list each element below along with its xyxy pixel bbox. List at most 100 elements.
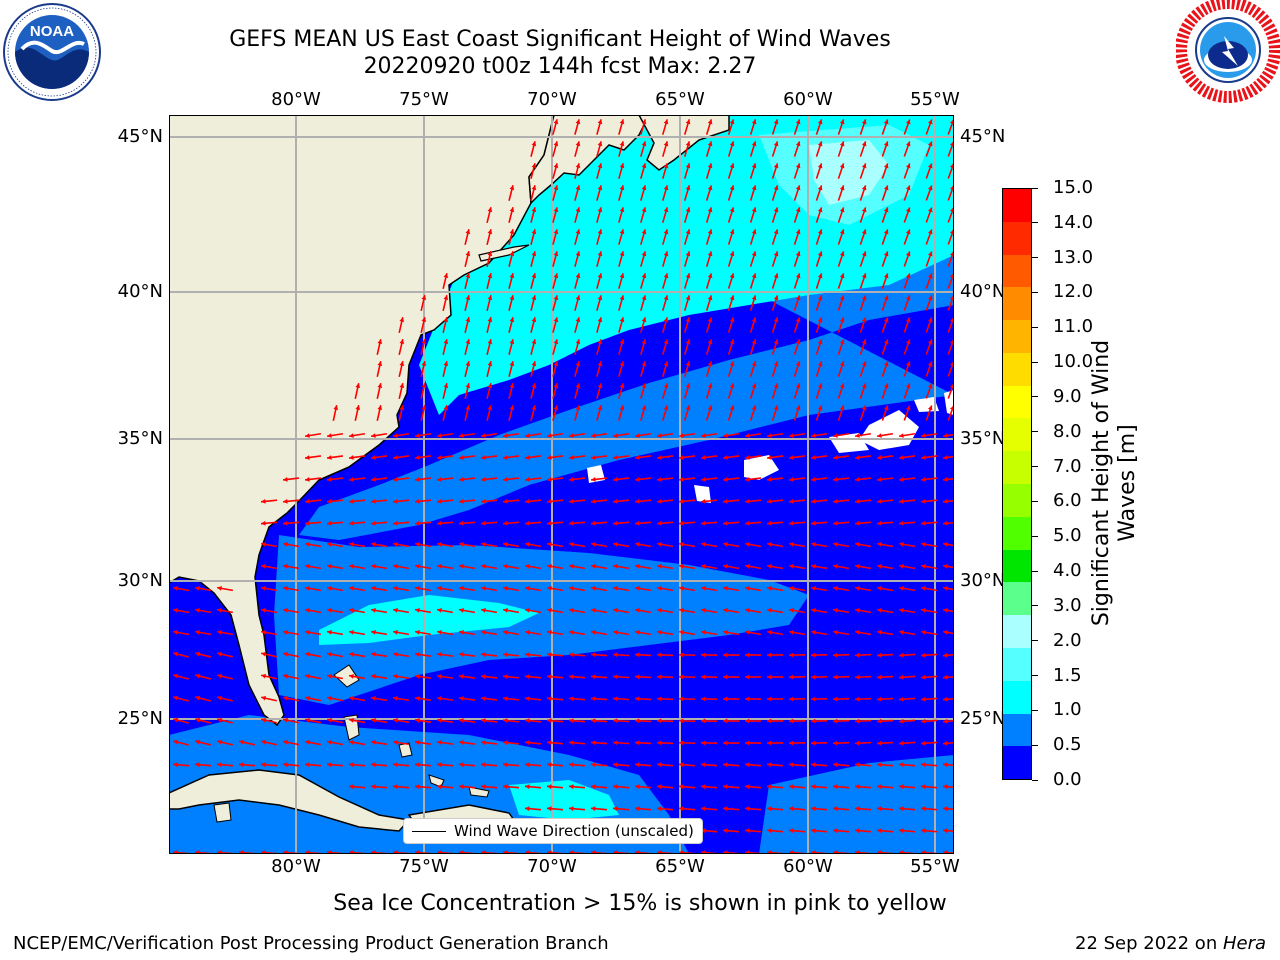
wave-direction-arrow <box>217 717 233 724</box>
wave-direction-arrow <box>788 718 806 724</box>
wave-direction-arrow <box>392 432 410 438</box>
wave-direction-arrow <box>568 498 586 504</box>
wave-direction-arrow <box>508 317 515 333</box>
wave-direction-arrow <box>414 432 432 438</box>
wave-direction-arrow <box>568 696 586 702</box>
land-long-island <box>478 244 530 262</box>
wave-direction-arrow <box>436 696 454 701</box>
wave-direction-arrow <box>392 608 410 614</box>
wave-direction-arrow <box>195 673 211 680</box>
wave-direction-arrow <box>881 405 889 421</box>
wave-direction-arrow <box>832 630 850 636</box>
wave-direction-arrow <box>546 455 564 460</box>
wave-direction-arrow <box>552 273 559 289</box>
wave-direction-arrow <box>546 806 564 812</box>
colorbar-tick-mark <box>1032 709 1038 711</box>
wave-direction-arrow <box>722 498 740 504</box>
wave-direction-arrow <box>260 542 278 548</box>
wave-direction-arrow <box>574 339 581 355</box>
wave-direction-arrow <box>771 295 779 311</box>
colorbar-tick-label: 0.0 <box>1053 769 1082 790</box>
wave-direction-arrow <box>590 740 608 746</box>
lon-tick-top: 60°W <box>783 89 833 110</box>
wave-direction-arrow <box>420 383 427 399</box>
wave-direction-arrow <box>552 405 559 421</box>
wave-direction-arrow <box>546 586 564 592</box>
wave-direction-arrow <box>546 608 564 614</box>
wave-direction-arrow <box>392 696 410 702</box>
wave-direction-arrow <box>832 674 850 680</box>
wave-direction-arrow <box>618 361 625 377</box>
wave-direction-arrow <box>766 806 784 812</box>
lon-tick-bottom: 55°W <box>910 856 960 877</box>
wave-direction-arrow <box>744 630 762 636</box>
wave-direction-arrow <box>486 405 493 421</box>
colorbar-segment <box>1003 713 1031 747</box>
wave-direction-arrow <box>414 477 432 482</box>
wave-direction-arrow <box>744 674 762 680</box>
wave-direction-arrow <box>744 542 762 548</box>
wave-direction-arrow <box>376 405 383 421</box>
wave-direction-arrow <box>837 185 845 201</box>
wave-direction-arrow <box>859 229 867 245</box>
wave-direction-arrow <box>920 762 938 768</box>
wave-direction-arrow <box>700 696 718 702</box>
wave-direction-arrow <box>942 696 954 702</box>
wave-direction-arrow <box>903 163 911 179</box>
wave-direction-arrow <box>661 119 669 135</box>
wave-direction-arrow <box>920 674 938 680</box>
wave-direction-arrow <box>722 652 740 658</box>
wave-direction-arrow <box>530 141 537 157</box>
wave-direction-arrow <box>766 718 784 724</box>
wave-direction-arrow <box>348 696 366 702</box>
wave-direction-arrow <box>590 520 608 526</box>
wave-direction-arrow <box>925 229 933 245</box>
wave-direction-arrow <box>304 564 322 570</box>
wave-direction-arrow <box>832 455 850 460</box>
colorbar-tick-mark <box>1032 466 1038 468</box>
wave-direction-arrow <box>370 740 388 746</box>
wave-direction-arrow <box>574 273 581 289</box>
wave-direction-arrow <box>920 586 938 592</box>
colorbar-tick-mark <box>1032 187 1038 189</box>
noaa-logo: NOAA <box>2 2 102 102</box>
wave-direction-arrow <box>766 455 784 460</box>
wave-direction-arrow <box>634 762 652 768</box>
wave-direction-arrow <box>530 295 537 311</box>
wave-direction-arrow <box>656 498 674 504</box>
wave-direction-arrow <box>304 673 322 680</box>
wave-direction-arrow <box>634 608 652 614</box>
lon-tick-top: 70°W <box>527 89 577 110</box>
wave-direction-arrow <box>727 361 735 377</box>
lon-tick-bottom: 60°W <box>783 856 833 877</box>
wave-direction-arrow <box>612 542 630 548</box>
wave-direction-arrow <box>574 229 581 245</box>
wave-direction-arrow <box>414 542 432 548</box>
wave-direction-arrow <box>568 455 586 460</box>
wave-direction-arrow <box>634 674 652 680</box>
wave-direction-arrow <box>173 739 189 746</box>
wave-direction-arrow <box>656 586 674 592</box>
wave-direction-arrow <box>612 806 630 812</box>
wave-direction-arrow <box>590 630 608 636</box>
wave-direction-arrow <box>810 498 828 504</box>
wave-direction-arrow <box>925 185 933 201</box>
wave-direction-arrow <box>744 740 762 746</box>
wave-direction-arrow <box>705 383 713 399</box>
wave-direction-arrow <box>661 229 669 245</box>
wave-direction-arrow <box>876 828 894 834</box>
wave-direction-arrow <box>771 163 779 179</box>
wave-direction-arrow <box>326 520 344 526</box>
wave-direction-arrow <box>370 696 388 702</box>
wave-direction-arrow <box>683 405 691 421</box>
wave-direction-arrow <box>678 564 696 570</box>
wave-direction-arrow <box>618 405 625 421</box>
wave-direction-arrow <box>546 652 564 658</box>
wave-direction-arrow <box>502 455 520 460</box>
colorbar-tick-label: 5.0 <box>1053 525 1082 547</box>
wave-direction-arrow <box>744 696 762 702</box>
wave-direction-arrow <box>661 163 669 179</box>
wave-direction-arrow <box>260 762 278 768</box>
wave-direction-arrow <box>700 477 718 482</box>
wave-direction-arrow <box>837 141 845 157</box>
